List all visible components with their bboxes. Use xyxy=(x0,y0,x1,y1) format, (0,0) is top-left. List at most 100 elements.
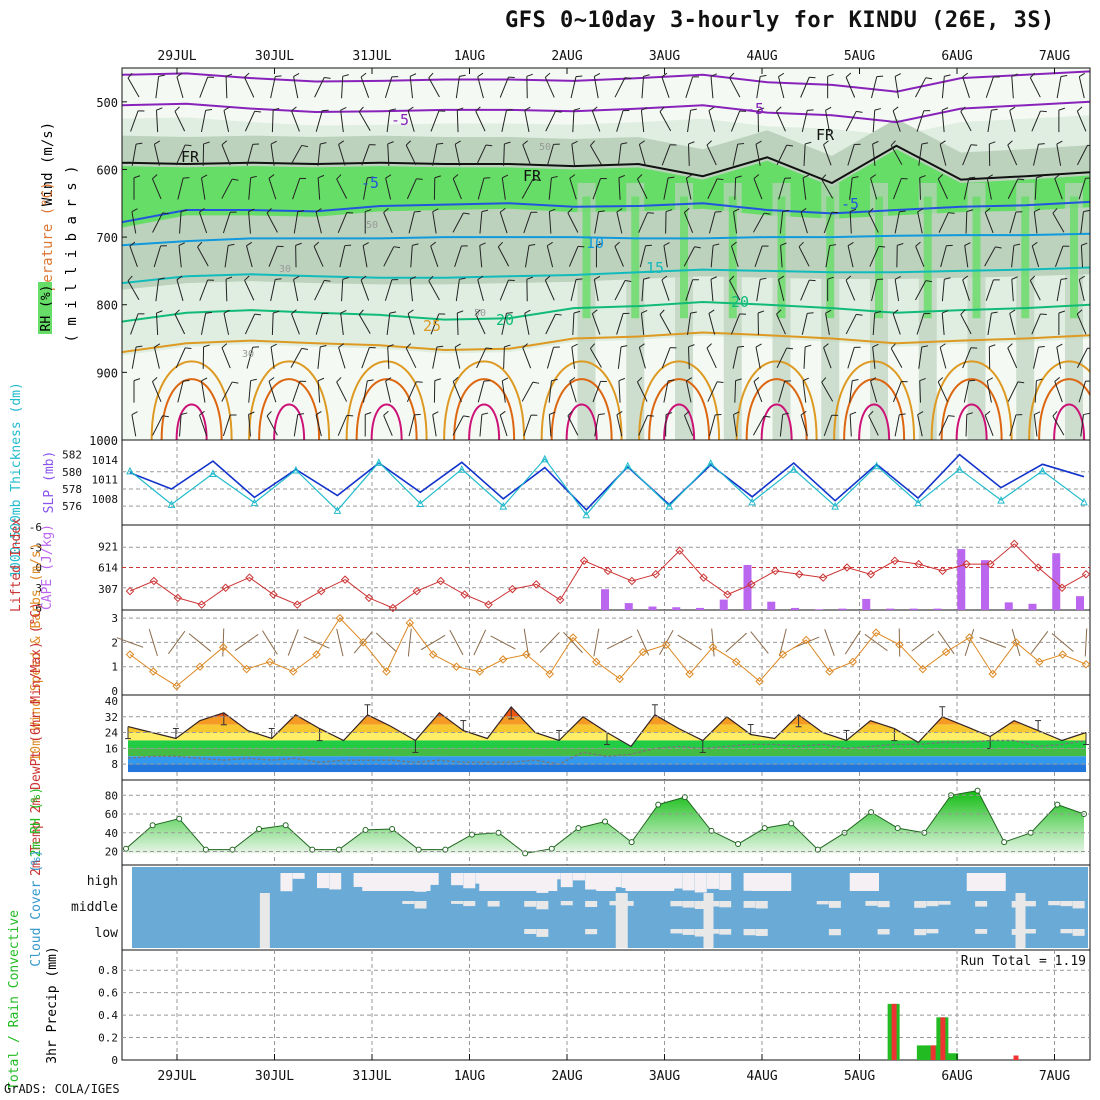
wind-barb xyxy=(708,110,716,132)
wind-barb-flag xyxy=(809,279,816,282)
wind-barb xyxy=(200,177,206,200)
wind-barb-flag xyxy=(299,380,307,382)
rh-convective-core xyxy=(875,196,883,319)
wind-barb-flag xyxy=(199,410,205,416)
wind-barb xyxy=(918,143,923,166)
ylabel-upper-rh: RH (%) xyxy=(39,285,54,332)
wind-barb-flag xyxy=(1029,275,1036,281)
wind-barb xyxy=(337,415,348,436)
wind-barb xyxy=(546,144,554,166)
wind10m-barb xyxy=(287,629,299,656)
wind-barb xyxy=(845,279,856,301)
lifted-index-point xyxy=(1081,570,1091,579)
wind-barb xyxy=(246,245,253,268)
wind-barb xyxy=(593,279,599,302)
wind-barb-flag xyxy=(254,313,262,316)
y-tick-lifted: 3 xyxy=(35,582,42,595)
wind-barb-flag xyxy=(852,379,859,382)
wind-barb xyxy=(1052,212,1065,233)
wind-barb-flag xyxy=(393,246,401,249)
wind-barb-flag xyxy=(389,108,397,111)
wind-barb-flag xyxy=(497,241,504,248)
wind-barb xyxy=(823,144,832,166)
wind-barb-flag xyxy=(176,72,183,78)
wind-barb xyxy=(223,110,230,132)
cloud-middle-block xyxy=(670,901,683,907)
wind10m-speed-point xyxy=(335,613,345,623)
wind-barb xyxy=(1054,245,1064,267)
wind-barb xyxy=(685,279,694,301)
wind-barb xyxy=(1076,110,1087,132)
wind-barb xyxy=(962,144,972,166)
wind-barb xyxy=(821,382,834,402)
wind-barb-flag xyxy=(131,208,138,213)
wind-barb-flag xyxy=(708,309,715,314)
cape-bar xyxy=(767,601,776,610)
wind-barb-flag xyxy=(1076,309,1083,315)
wind-barb-flag xyxy=(230,211,237,213)
wind-barb xyxy=(477,380,485,403)
lifted-index-point xyxy=(866,570,876,579)
wind-barb-flag xyxy=(244,72,250,78)
wind-barb xyxy=(405,347,417,369)
temp-contour-minus5-lower xyxy=(122,200,1090,224)
wind10m-speed-line xyxy=(129,617,1087,687)
wind-barb-flag xyxy=(452,377,459,382)
y-tick-temp: 32 xyxy=(105,711,118,724)
wind-barb xyxy=(1078,381,1086,403)
wind-barb-flag xyxy=(452,174,459,179)
wind-barb-flag xyxy=(205,109,212,111)
wind-barb xyxy=(688,143,690,166)
y-tick-thickness: 578 xyxy=(62,483,82,496)
temp-contour-diurnal-loop xyxy=(760,403,793,440)
rh2m-point xyxy=(708,827,715,834)
wind10m-speed-point xyxy=(358,638,368,647)
wind-barb-flag xyxy=(731,241,737,247)
wind-barb xyxy=(317,143,321,166)
wind-barb xyxy=(266,415,278,436)
wind-barb-flag xyxy=(897,243,904,246)
wind-barb xyxy=(177,380,184,403)
precip-convective-bar xyxy=(930,1045,936,1060)
cape-bar xyxy=(933,608,942,610)
y-tick-rh: 80 xyxy=(105,789,118,802)
wind-barb-flag xyxy=(762,245,769,247)
wind-barb xyxy=(410,245,413,268)
wind-barb xyxy=(155,110,159,133)
rh2m-point xyxy=(894,825,901,832)
x-date-label-top: 1AUG xyxy=(454,49,485,64)
wind-barb xyxy=(710,279,714,302)
wind-barb xyxy=(707,178,718,200)
wind-barb-flag xyxy=(616,208,623,213)
cloud-low-block xyxy=(743,929,756,936)
wind-barb-flag xyxy=(919,377,926,382)
y-tick-precip: 0.4 xyxy=(98,1009,118,1022)
x-date-label-bottom: 7AUG xyxy=(1039,1069,1070,1084)
cloud-middle-block xyxy=(1060,901,1073,907)
wind-barb xyxy=(523,212,532,234)
wind-barb-flag xyxy=(428,72,434,79)
wind10m-speed-point xyxy=(498,655,508,664)
wind-barb-flag xyxy=(522,343,528,349)
wind-barb-flag xyxy=(856,313,863,316)
cloud-high-block xyxy=(479,873,558,891)
wind-barb-flag xyxy=(663,242,670,246)
lifted-index-point xyxy=(627,576,637,586)
temp-contour-diurnal-loop xyxy=(1053,403,1086,440)
lifted-index-point xyxy=(890,556,900,565)
wind-barb xyxy=(479,211,483,234)
wind-barb-flag xyxy=(590,343,596,349)
wind-barb-flag xyxy=(275,75,282,78)
wind-barb xyxy=(315,110,323,132)
wind-barb xyxy=(1007,381,1019,402)
wind-barb xyxy=(479,245,483,268)
wind-barb xyxy=(638,144,646,166)
wind-barb xyxy=(825,245,831,268)
temp-color-band xyxy=(128,748,1086,757)
x-date-label-bottom: 5AUG xyxy=(844,1069,875,1084)
wind10m-barb xyxy=(911,633,935,652)
wind-barb xyxy=(428,280,440,301)
wind-barb xyxy=(384,76,393,99)
thickness-point xyxy=(540,454,549,463)
rh2m-point xyxy=(123,845,129,852)
